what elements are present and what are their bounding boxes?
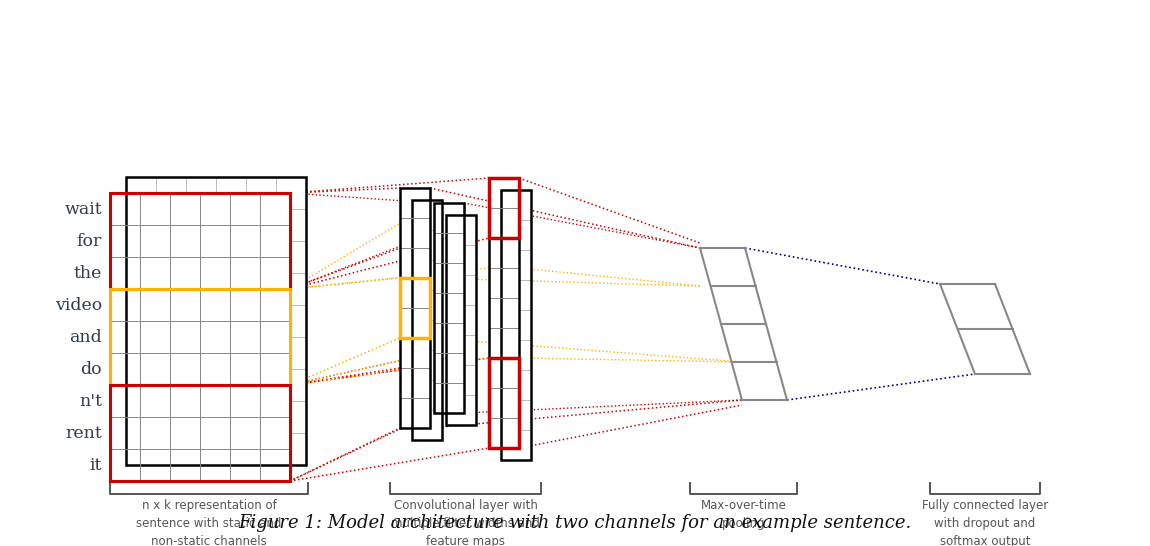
Text: do: do	[81, 360, 102, 377]
Bar	[434, 203, 463, 413]
Text: Fully connected layer
with dropout and
softmax output: Fully connected layer with dropout and s…	[922, 499, 1048, 546]
Bar	[489, 178, 519, 448]
Bar	[110, 385, 290, 481]
Bar	[110, 193, 290, 289]
Text: Convolutional layer with
multiple filter widths and
feature maps: Convolutional layer with multiple filter…	[391, 499, 540, 546]
Text: n x k representation of
sentence with static and
non-static channels: n x k representation of sentence with st…	[137, 499, 282, 546]
Bar	[434, 203, 463, 413]
Text: video: video	[55, 296, 102, 313]
Bar	[412, 200, 442, 440]
Text: it: it	[90, 456, 102, 473]
Bar	[489, 178, 519, 448]
Text: and: and	[69, 329, 102, 346]
Text: n't: n't	[79, 393, 102, 410]
Bar	[489, 358, 519, 448]
Bar	[400, 278, 430, 338]
Bar	[446, 215, 476, 425]
Bar	[126, 177, 306, 465]
Text: Max-over-time
pooling: Max-over-time pooling	[700, 499, 787, 530]
Bar	[110, 193, 290, 481]
Bar	[400, 188, 430, 428]
Text: wait: wait	[64, 200, 102, 217]
Bar	[501, 190, 531, 460]
Text: rent: rent	[66, 424, 102, 442]
Bar	[446, 215, 476, 425]
Bar	[110, 193, 290, 481]
Bar	[412, 200, 442, 440]
Bar	[501, 190, 531, 460]
Text: for: for	[77, 233, 102, 250]
Bar	[126, 177, 306, 465]
Bar	[489, 178, 519, 238]
Bar	[110, 289, 290, 385]
Text: Figure 1: Model architecture with two channels for an example sentence.: Figure 1: Model architecture with two ch…	[238, 514, 912, 532]
Text: the: the	[74, 264, 102, 282]
Bar	[400, 188, 430, 428]
